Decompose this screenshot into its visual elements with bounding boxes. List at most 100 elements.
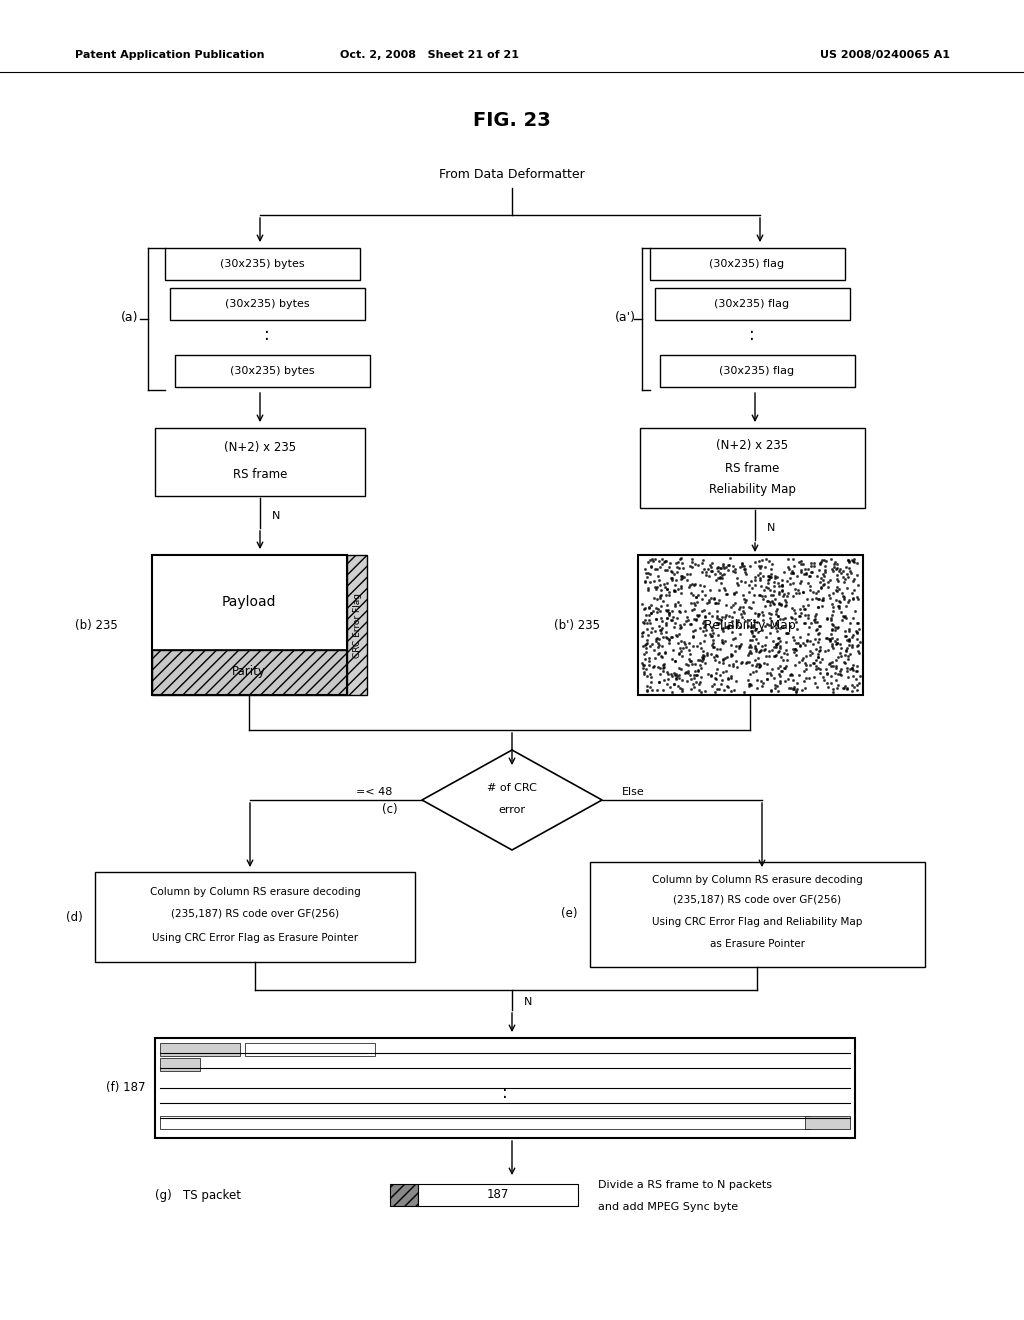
Point <box>755 672 771 693</box>
Point <box>710 568 726 589</box>
Point <box>769 598 785 619</box>
Point <box>823 619 840 640</box>
Point <box>850 612 866 634</box>
Point <box>797 677 813 698</box>
Point <box>656 656 673 677</box>
Point <box>732 635 749 656</box>
Point <box>773 647 790 668</box>
Point <box>734 553 751 574</box>
Point <box>849 655 865 676</box>
Point <box>649 628 666 649</box>
Point <box>810 589 826 610</box>
Point <box>643 556 659 577</box>
Point <box>731 556 748 577</box>
Point <box>764 659 780 680</box>
Point <box>777 594 794 615</box>
Point <box>805 634 821 655</box>
Point <box>741 652 758 673</box>
Point <box>683 651 699 672</box>
Point <box>638 632 654 653</box>
Point <box>685 627 701 648</box>
Point <box>684 556 700 577</box>
Point <box>652 587 669 609</box>
Point <box>707 649 723 671</box>
Point <box>688 610 705 631</box>
Point <box>729 574 745 595</box>
Point <box>809 647 825 668</box>
Point <box>762 623 778 644</box>
Point <box>719 647 735 668</box>
Point <box>645 639 662 660</box>
Point <box>803 552 819 573</box>
Point <box>829 557 846 578</box>
Point <box>810 647 826 668</box>
Point <box>647 558 664 579</box>
Point <box>645 601 662 622</box>
Point <box>813 577 829 598</box>
Point <box>812 651 828 672</box>
Point <box>659 601 676 622</box>
Point <box>849 680 865 701</box>
Point <box>784 561 801 582</box>
Bar <box>152 554 347 696</box>
Point <box>651 620 668 642</box>
Point <box>686 677 702 698</box>
Point <box>804 589 820 610</box>
Point <box>709 605 725 626</box>
Point <box>771 671 787 692</box>
Point <box>692 655 709 676</box>
Point <box>819 627 836 648</box>
Point <box>733 553 750 574</box>
Point <box>700 589 717 610</box>
Point <box>658 560 675 581</box>
Point <box>784 573 801 594</box>
Point <box>658 628 675 649</box>
Point <box>823 655 840 676</box>
Point <box>663 676 679 697</box>
Point <box>780 549 797 570</box>
Point <box>770 583 786 605</box>
Point <box>797 634 813 655</box>
Point <box>643 603 659 624</box>
Point <box>762 579 778 601</box>
Point <box>711 557 727 578</box>
Point <box>641 597 657 618</box>
Point <box>820 628 837 649</box>
Point <box>845 589 861 610</box>
Point <box>690 605 707 626</box>
Point <box>759 653 775 675</box>
Point <box>652 595 669 616</box>
Point <box>650 672 667 693</box>
Point <box>652 623 669 644</box>
Point <box>664 568 680 589</box>
Point <box>675 557 691 578</box>
Text: (30x235) flag: (30x235) flag <box>720 366 795 376</box>
Point <box>656 552 673 573</box>
Point <box>788 619 805 640</box>
Point <box>851 672 867 693</box>
Point <box>785 669 802 690</box>
Point <box>740 610 757 631</box>
Point <box>785 678 802 700</box>
Point <box>834 659 850 680</box>
Point <box>691 605 708 626</box>
Point <box>724 607 740 628</box>
Point <box>836 561 852 582</box>
Point <box>830 663 847 684</box>
Point <box>697 652 714 673</box>
Point <box>734 651 751 672</box>
Point <box>807 609 823 630</box>
Point <box>774 574 791 595</box>
Point <box>837 572 853 593</box>
Point <box>773 660 790 681</box>
Bar <box>660 355 855 387</box>
Point <box>713 557 729 578</box>
Point <box>831 578 848 599</box>
Point <box>840 549 856 570</box>
Point <box>834 645 850 667</box>
Point <box>800 572 816 593</box>
Point <box>849 623 865 644</box>
Point <box>637 605 653 626</box>
Point <box>779 643 796 664</box>
Point <box>653 579 670 601</box>
